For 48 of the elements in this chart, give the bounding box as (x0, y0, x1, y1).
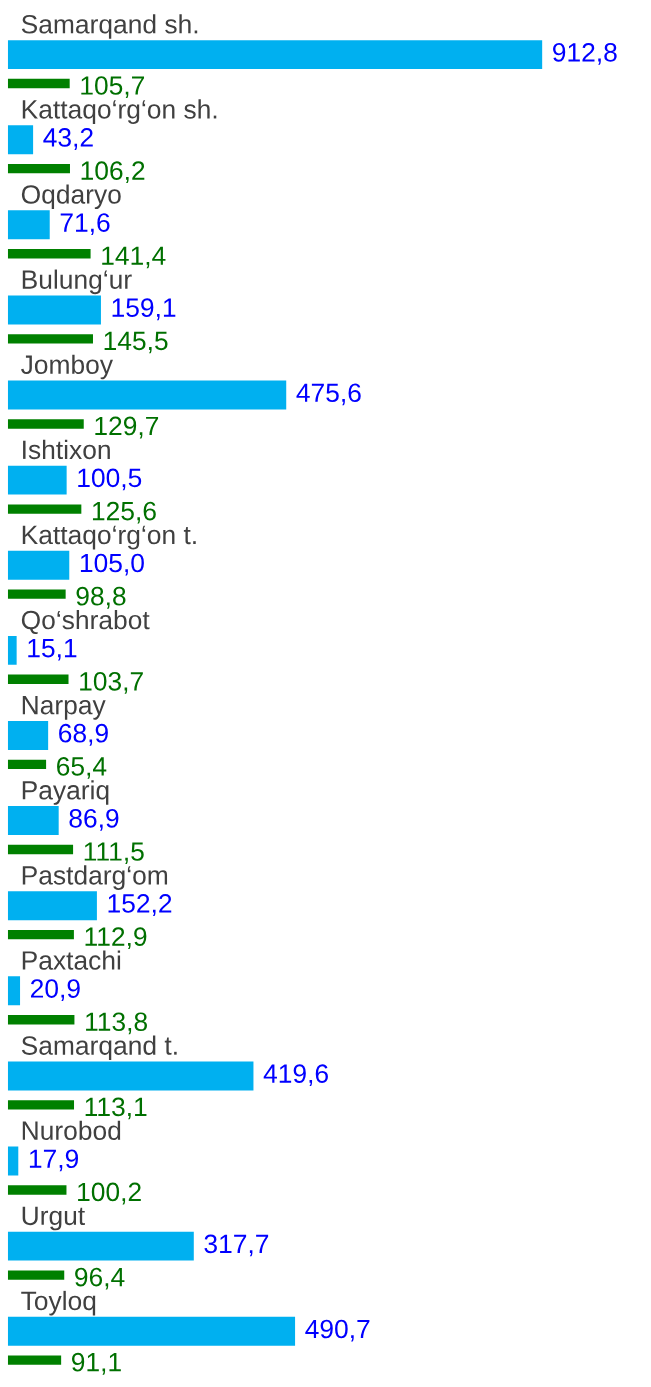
data-label: 105,0 (80, 553, 144, 576)
data-label: 15,1 (28, 639, 77, 661)
data-label: 129,7 (95, 416, 159, 439)
data-label: 71,6 (60, 213, 110, 236)
y-tick-label: Qo‘shrabot (21, 609, 150, 635)
data-label: 125,6 (92, 501, 156, 524)
data-label: 111,5 (84, 842, 144, 864)
y-tick-label: Nurobod (22, 1120, 121, 1141)
data-label: 91,1 (72, 1352, 121, 1375)
data-label: 98,8 (76, 586, 126, 609)
y-tick-label: Toyloq (21, 1290, 96, 1316)
y-tick-label: Pastdarg‘om (22, 865, 168, 890)
y-tick-label: Kattaqo‘rg‘on t. (22, 525, 196, 550)
data-label: 86,9 (69, 808, 119, 831)
data-label: 17,9 (29, 1149, 79, 1172)
data-label: 152,2 (108, 894, 172, 916)
y-tick-label: Urgut (22, 1206, 85, 1231)
data-label: 68,9 (59, 723, 108, 746)
y-tick-label: Paxtachi (22, 950, 121, 970)
data-label: 113,8 (86, 1012, 147, 1035)
data-label: 419,6 (263, 1064, 328, 1087)
y-tick-label: Jomboy (21, 354, 113, 380)
y-tick-label: Ishtixon (23, 439, 110, 460)
data-label: 20,9 (30, 979, 80, 1001)
data-label: 105,7 (81, 76, 145, 98)
data-label: 100,2 (78, 1182, 141, 1205)
data-label: 96,4 (75, 1267, 125, 1290)
data-label: 112,9 (85, 927, 147, 950)
y-tick-label: Oqdaryo (21, 184, 121, 210)
data-label: 141,4 (102, 246, 166, 269)
data-label: 490,7 (305, 1319, 370, 1342)
data-label: 113,1 (85, 1097, 147, 1120)
data-label: 912,8 (553, 42, 617, 65)
data-label: 65,4 (57, 757, 107, 779)
data-label: 145,5 (104, 331, 168, 354)
data-label: 100,5 (78, 468, 142, 491)
y-tick-label: Payariq (22, 780, 109, 805)
data-label: 475,6 (296, 383, 361, 406)
data-label: 43,2 (43, 128, 93, 150)
data-label: 103,7 (80, 671, 143, 694)
y-tick-label: Kattaqo‘rg‘on sh. (22, 99, 217, 124)
data-label: 159,1 (112, 298, 176, 321)
y-tick-label: Samarqand t. (21, 1035, 177, 1061)
y-tick-label: Samarqand sh. (21, 14, 198, 39)
y-tick-label: Bulung‘ur (22, 269, 132, 295)
data-label: 106,2 (81, 161, 145, 184)
y-tick-label: Narpay (22, 696, 106, 720)
data-label: 317,7 (204, 1234, 269, 1257)
